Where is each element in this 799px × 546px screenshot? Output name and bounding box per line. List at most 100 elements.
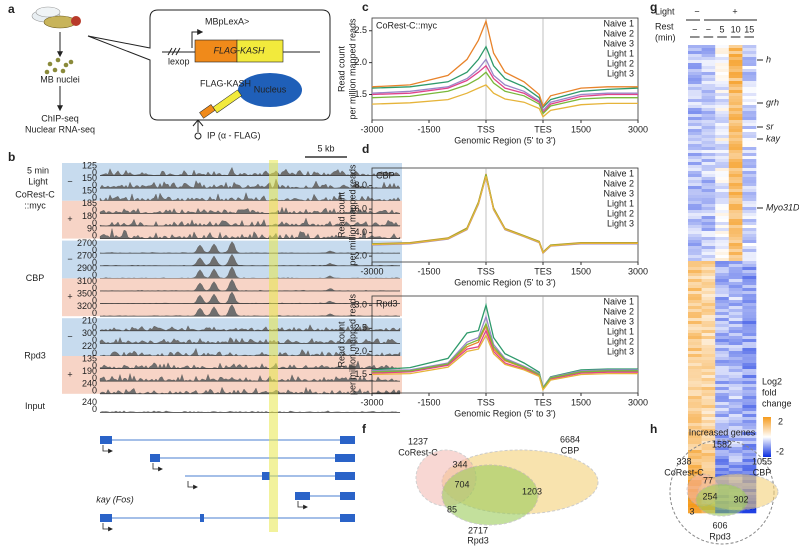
heat-cell <box>701 384 716 388</box>
set-name: Rpd3 <box>709 531 731 541</box>
heat-cell <box>742 144 757 148</box>
heat-cell <box>688 360 702 364</box>
heat-cell <box>728 381 743 385</box>
antibody <box>192 119 204 132</box>
heat-cell <box>715 312 730 316</box>
heat-cell <box>728 372 743 376</box>
y-tick-label: 2.0 <box>354 57 367 67</box>
heat-cell <box>701 96 716 100</box>
heat-cell <box>715 402 730 406</box>
heat-cell <box>728 81 743 85</box>
heat-cell <box>701 273 716 277</box>
heat-cell <box>688 240 702 244</box>
heat-cell <box>688 183 702 187</box>
legend-title: change <box>762 398 792 408</box>
heat-cell <box>715 330 730 334</box>
x-axis-label: Genomic Region (5' to 3') <box>454 277 555 287</box>
x-tick-label: -1500 <box>417 124 440 134</box>
heat-cell <box>688 186 702 190</box>
heat-cell <box>715 120 730 124</box>
heat-cell <box>728 54 743 58</box>
heat-cell <box>728 375 743 379</box>
heat-cell <box>688 348 702 352</box>
heat-cell <box>715 351 730 355</box>
heat-cell <box>742 102 757 106</box>
plot-frame <box>371 167 639 263</box>
heat-cell <box>742 228 757 232</box>
venn-rpd3 <box>695 483 749 517</box>
heat-cell <box>742 219 757 223</box>
track-zero: 0 <box>92 360 97 370</box>
x-tick-label: -3000 <box>360 124 383 134</box>
heat-cell <box>742 249 757 253</box>
heat-cell <box>728 363 743 367</box>
heat-cell <box>688 330 702 334</box>
heat-cell <box>715 462 730 466</box>
heat-cell <box>715 441 730 445</box>
heat-cell <box>742 450 757 454</box>
heat-cell <box>701 315 716 319</box>
heat-cell <box>688 222 702 226</box>
heat-cell <box>701 156 716 160</box>
heat-cell <box>715 198 730 202</box>
heat-cell <box>728 171 743 175</box>
heat-cell <box>715 66 730 70</box>
x-tick-label: TES <box>534 266 552 276</box>
heat-cell <box>701 249 716 253</box>
heat-cell <box>715 207 730 211</box>
heat-cell <box>688 246 702 250</box>
heat-cell <box>701 288 716 292</box>
heat-cell <box>715 459 730 463</box>
heat-cell <box>715 54 730 58</box>
heat-cell <box>715 72 730 76</box>
legend-label: Light 3 <box>607 346 634 356</box>
track-signal <box>99 178 401 189</box>
heat-cell <box>688 297 702 301</box>
heat-cell <box>715 252 730 256</box>
label: IP (α - FLAG) <box>207 130 261 140</box>
heat-cell <box>688 504 702 508</box>
heat-cell <box>728 264 743 268</box>
heat-cell <box>742 318 757 322</box>
heat-cell <box>742 234 757 238</box>
heat-cell <box>728 252 743 256</box>
heat-cell <box>742 240 757 244</box>
heat-cell <box>728 432 743 436</box>
y-axis-label: Read count <box>336 321 346 368</box>
heat-cell <box>701 66 716 70</box>
track-scale: 185 <box>82 198 97 208</box>
heat-cell <box>715 387 730 391</box>
x-tick-label: -3000 <box>360 266 383 276</box>
heat-cell <box>688 327 702 331</box>
heat-cell <box>728 270 743 274</box>
heat-cell <box>701 174 716 178</box>
heat-cell <box>701 411 716 415</box>
heat-cell <box>701 240 716 244</box>
heat-cell <box>688 405 702 409</box>
series-line <box>371 333 638 392</box>
heat-cell <box>742 417 757 421</box>
label: 5 kb <box>317 143 334 153</box>
heat-cell <box>728 366 743 370</box>
heat-cell <box>701 396 716 400</box>
heat-cell <box>701 402 716 406</box>
heat-cell <box>701 447 716 451</box>
count: 1055 <box>752 456 772 466</box>
heat-cell <box>715 192 730 196</box>
heat-cell <box>742 297 757 301</box>
heat-cell <box>742 60 757 64</box>
fly-wing <box>35 6 61 18</box>
condition-bg <box>62 200 402 239</box>
heat-cell <box>728 180 743 184</box>
x-tick-label: -1500 <box>417 266 440 276</box>
heat-cell <box>742 177 757 181</box>
track-zero: 0 <box>92 335 97 345</box>
exon <box>340 514 355 522</box>
track-zero: 0 <box>92 245 97 255</box>
heat-cell <box>715 435 730 439</box>
plot-frame <box>371 17 639 121</box>
heat-cell <box>728 396 743 400</box>
chart-title: CoRest-C::myc <box>376 20 438 30</box>
heat-cell <box>715 117 730 121</box>
heat-cell <box>715 279 730 283</box>
